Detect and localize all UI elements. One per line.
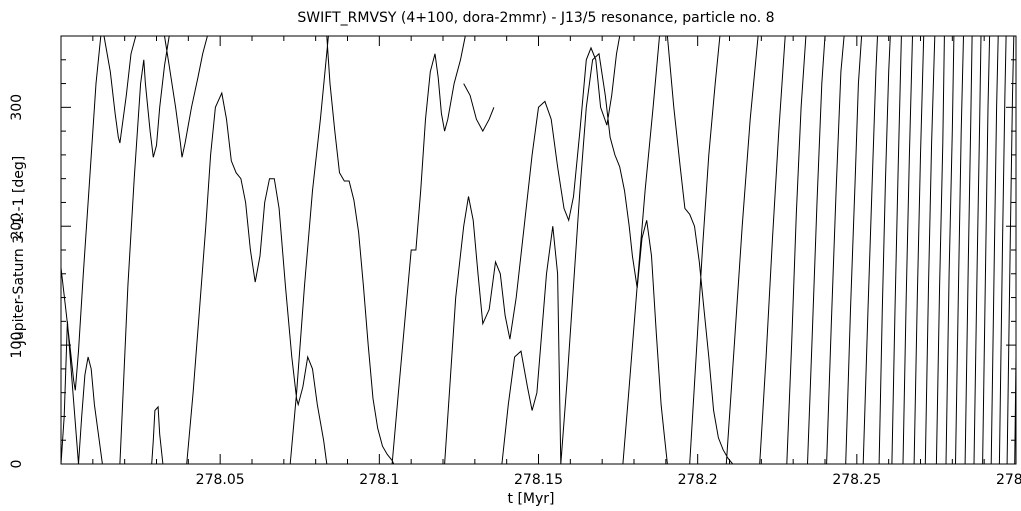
x-tick-label: 278.25 [832, 472, 881, 488]
y-axis-label: Jupiter-Saturn 3:-1:-1 [deg] [11, 156, 27, 345]
x-axis-ticks [60, 36, 1017, 464]
series-group [60, 35, 1017, 465]
y-axis-tick-labels: 0 100 200 300 [9, 94, 25, 468]
x-tick-label: 278.05 [196, 472, 245, 488]
x-axis-tick-labels: 278.05 278.1 278.15 278.2 278.25 278.3 [196, 472, 1021, 488]
x-tick-label: 278.1 [359, 472, 399, 488]
y-tick-label: 300 [9, 94, 25, 121]
x-tick-label: 278.2 [678, 472, 718, 488]
x-tick-label: 278.15 [514, 472, 563, 488]
y-tick-label: 0 [9, 460, 25, 469]
y-tick-label: 200 [9, 213, 25, 240]
series-line [60, 35, 1017, 465]
x-tick-label: 278.3 [996, 472, 1021, 488]
y-tick-label: 100 [9, 332, 25, 359]
chart-title: SWIFT_RMVSY (4+100, dora-2mmr) - J13/5 r… [297, 10, 774, 26]
x-axis-label: t [Myr] [508, 491, 555, 507]
